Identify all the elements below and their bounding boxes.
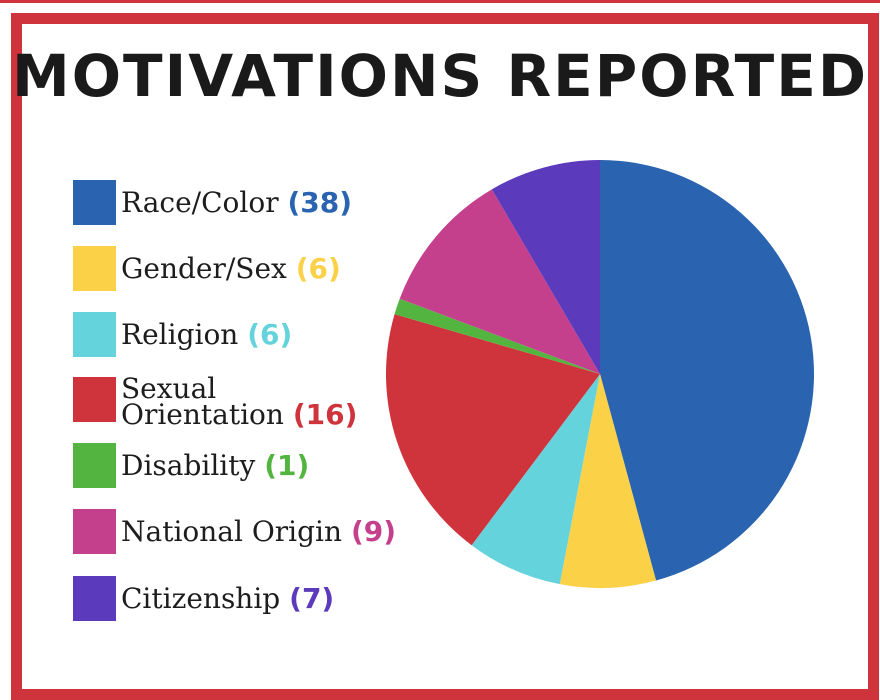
top-rule bbox=[0, 0, 880, 3]
legend-count: (38) bbox=[287, 186, 353, 219]
legend-label: National Origin (9) bbox=[121, 518, 396, 546]
pie-slice-disability bbox=[394, 298, 600, 374]
legend-swatch bbox=[73, 246, 116, 291]
pie-slice-national-origin bbox=[399, 189, 600, 374]
legend-swatch bbox=[73, 180, 116, 225]
legend-count: (16) bbox=[292, 398, 358, 431]
legend-swatch bbox=[73, 443, 116, 488]
legend-count: (6) bbox=[247, 318, 293, 351]
legend-swatch bbox=[73, 312, 116, 357]
legend-swatch bbox=[73, 377, 116, 422]
legend-text: Sexual bbox=[121, 372, 217, 405]
legend-count: (9) bbox=[350, 515, 397, 548]
pie-slice-sexual-orientation bbox=[385, 314, 600, 546]
pie-slice-race-color bbox=[600, 160, 814, 581]
legend-swatch bbox=[73, 509, 116, 554]
legend-text: Gender/Sex bbox=[121, 252, 287, 285]
chart-title: MOTIVATIONS REPORTED bbox=[12, 42, 868, 110]
legend-count: (1) bbox=[264, 449, 310, 482]
legend-label: Sexual bbox=[121, 375, 216, 403]
legend-text: National Origin bbox=[121, 515, 343, 548]
legend-label: Orientation (16) bbox=[121, 401, 357, 429]
legend-text: Race/Color bbox=[121, 186, 279, 219]
legend-count: (7) bbox=[289, 582, 335, 615]
legend-text: Religion bbox=[121, 318, 239, 351]
legend-label: Race/Color (38) bbox=[121, 189, 352, 217]
legend-text: Orientation bbox=[121, 398, 284, 431]
legend-swatch bbox=[73, 576, 116, 621]
legend-text: Disability bbox=[121, 449, 256, 482]
legend-label: Disability (1) bbox=[121, 452, 309, 480]
pie-slice-religion bbox=[471, 374, 600, 585]
legend-label: Gender/Sex (6) bbox=[121, 255, 341, 283]
legend-label: Religion (6) bbox=[121, 321, 292, 349]
pie-slice-citizenship bbox=[491, 160, 600, 374]
legend-label: Citizenship (7) bbox=[121, 585, 334, 613]
legend-text: Citizenship bbox=[121, 582, 281, 615]
legend-count: (6) bbox=[295, 252, 341, 285]
pie-slice-gender-sex bbox=[559, 374, 657, 588]
